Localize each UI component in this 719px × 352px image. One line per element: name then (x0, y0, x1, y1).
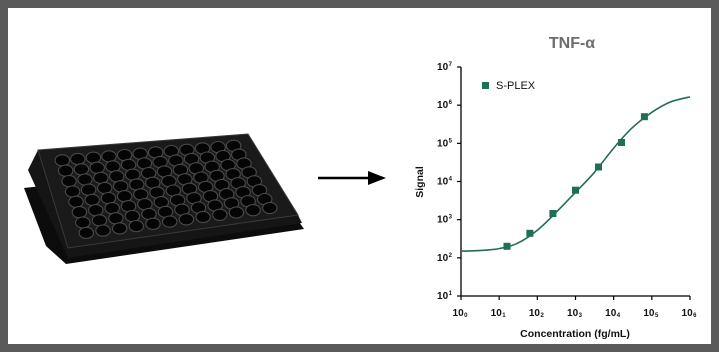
y-tick-label: 103 (437, 215, 453, 226)
y-tick-label: 105 (437, 138, 453, 149)
chart-title: TNF-α (549, 35, 595, 52)
plate-well (228, 206, 245, 219)
x-tick-label: 103 (567, 308, 583, 319)
x-tick-label: 105 (643, 308, 659, 319)
plate-well (245, 204, 261, 217)
x-tick-label: 100 (453, 308, 469, 319)
plate-well (178, 213, 195, 226)
plate-well (111, 222, 128, 235)
plate-well (64, 185, 81, 198)
data-point (595, 163, 602, 171)
legend-marker-s-plex (482, 82, 489, 89)
plate-well (73, 163, 90, 176)
chart-axes: 100 101 102 103 104 105 1061011021031041051061… (437, 62, 697, 319)
y-tick-label: 102 (437, 253, 453, 264)
plate-well (70, 152, 86, 166)
plate-well (88, 204, 104, 217)
legend-label-s-plex: S-PLEX (496, 80, 536, 92)
data-point (503, 242, 511, 250)
plate-well (57, 164, 74, 177)
arrow-icon (318, 171, 386, 185)
y-tick-label: 107 (437, 62, 453, 73)
plate-well (104, 202, 120, 215)
data-points-layer (503, 113, 648, 250)
plate-well (84, 193, 100, 207)
x-tick-label: 101 (491, 308, 507, 319)
plate-well (85, 151, 102, 164)
x-axis-label: Concentration (fg/mL) (520, 328, 630, 340)
plate-well (75, 216, 91, 229)
plate-well (78, 226, 95, 240)
y-tick-label: 101 (437, 291, 453, 302)
plate-well (93, 171, 109, 185)
data-point (618, 139, 625, 146)
plate-well (195, 210, 211, 224)
plate-well (77, 173, 93, 186)
plate-well (212, 208, 228, 221)
plate-well (61, 174, 77, 188)
data-point (549, 210, 557, 217)
chart-legend: S-PLEX (482, 80, 536, 92)
data-point (572, 186, 579, 194)
plate-well (89, 161, 105, 174)
plate-well (108, 212, 124, 225)
y-axis-label: Signal (414, 166, 426, 198)
plate-well (91, 214, 108, 227)
x-tick-label: 104 (605, 308, 621, 319)
plate-well (161, 215, 178, 228)
microplate-illustration (24, 133, 304, 264)
fit-curve-layer (460, 96, 691, 252)
data-point (526, 229, 534, 237)
plate-well (145, 217, 161, 230)
y-tick-label: 104 (437, 177, 453, 188)
plate-well (71, 206, 88, 219)
plate-well (100, 191, 117, 205)
plate-well (262, 201, 278, 215)
y-tick-label: 106 (437, 100, 453, 111)
plate-well (68, 195, 84, 208)
x-tick-label: 102 (529, 308, 545, 319)
chart: TNF-α 100 101 102 103 104 105 1061011021031041… (414, 35, 697, 340)
plate-well (95, 224, 111, 237)
plate-well (96, 181, 113, 195)
fit-curve (460, 96, 691, 252)
plate-well (128, 219, 145, 233)
plate-well (54, 154, 71, 167)
plate-well (80, 183, 97, 196)
plate-side (28, 150, 302, 258)
data-point (640, 113, 648, 121)
x-tick-label: 106 (682, 308, 698, 319)
